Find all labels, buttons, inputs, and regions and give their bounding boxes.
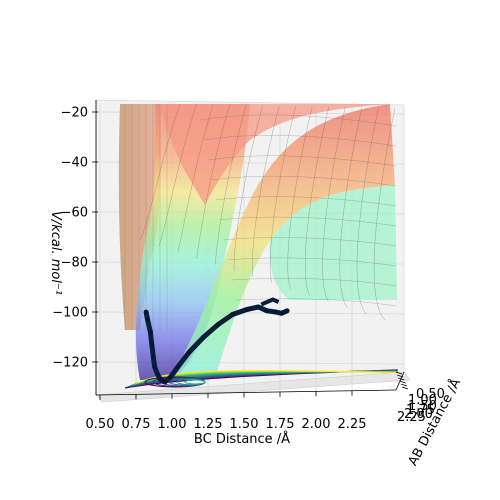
x-axis-ticks: 0.50 0.75 1.00 1.25 1.50 1.75 2.00 2.25 xyxy=(86,390,367,432)
z-tick-label: −120 xyxy=(52,356,88,371)
contour-ring xyxy=(184,379,206,385)
y-tick-mark xyxy=(401,386,409,390)
y-tick-mark xyxy=(397,374,404,378)
surface-top-band xyxy=(160,104,390,205)
x-tick-label: 0.50 xyxy=(86,417,115,432)
trajectory-branch xyxy=(260,297,280,307)
mesh-line xyxy=(139,103,181,241)
mesh-line xyxy=(223,237,397,247)
mesh-line xyxy=(287,106,313,290)
trajectory-point xyxy=(175,364,181,370)
trajectory-point xyxy=(256,304,261,310)
x-axis-line xyxy=(95,389,397,396)
trajectory-point xyxy=(145,317,150,322)
surface-central-rise xyxy=(170,104,395,380)
y-tick-label: 2.00 xyxy=(404,407,433,422)
trajectory-point xyxy=(201,334,207,340)
y-tick-mark xyxy=(398,377,405,381)
z-tick-label: −20 xyxy=(61,106,88,121)
y-tick-label: 1.00 xyxy=(408,393,437,408)
x-tick-label: 1.50 xyxy=(230,417,259,432)
mesh-line xyxy=(158,104,197,247)
surface-right-plateau xyxy=(269,185,397,300)
trajectory-point xyxy=(279,310,284,316)
surface-left-wall xyxy=(118,104,161,330)
trajectory-point xyxy=(168,374,174,380)
y-tick-label: 1.50 xyxy=(408,399,437,414)
trajectory-point xyxy=(284,308,290,314)
mesh-line xyxy=(373,107,396,321)
z-tick-label: −100 xyxy=(52,306,88,321)
mesh-line xyxy=(199,114,397,127)
x-axis-label: BC Distance /Å xyxy=(194,431,290,447)
x-tick-label: 2.25 xyxy=(338,417,367,432)
trajectory-point xyxy=(152,364,158,370)
trajectory-point xyxy=(158,377,163,382)
trajectory-point xyxy=(150,354,156,360)
trajectory-point xyxy=(244,307,250,312)
surface-mesh xyxy=(124,103,397,330)
z-tick-label: −60 xyxy=(61,206,88,221)
y-tick-label: 1.75 xyxy=(406,403,435,418)
y-axis-ticks: 0.501.001.501.752.002.25 xyxy=(395,371,445,425)
trajectory-point xyxy=(155,372,161,377)
y-tick-label: 0.50 xyxy=(416,387,445,402)
mesh-line xyxy=(235,298,397,307)
mesh-line xyxy=(203,135,397,147)
trajectory-point xyxy=(264,308,270,314)
trajectory-point xyxy=(215,322,221,327)
contour-line xyxy=(137,370,399,384)
y-tick-mark xyxy=(399,380,406,384)
mesh-line xyxy=(339,107,363,308)
surface xyxy=(118,103,397,380)
z-axis-ticks: −20 −40 −60 −80 −100 −120 xyxy=(52,106,98,371)
x-tick-label: 2.00 xyxy=(302,417,331,432)
mesh-line xyxy=(207,155,397,167)
mesh-line xyxy=(252,105,280,277)
mesh-line xyxy=(219,216,397,227)
reaction-trajectory xyxy=(143,297,290,385)
z-tick-label: −40 xyxy=(61,156,88,171)
mesh-line xyxy=(269,106,296,284)
floor-contours xyxy=(124,369,399,389)
mesh-line xyxy=(211,175,397,187)
x-tick-label: 1.25 xyxy=(194,417,223,432)
x-tick-label: 1.75 xyxy=(266,417,295,432)
mesh-line xyxy=(177,104,214,253)
mesh-line xyxy=(305,106,330,296)
trajectory-point xyxy=(148,329,153,335)
x-tick-label: 0.75 xyxy=(122,417,151,432)
mesh-line xyxy=(227,257,397,267)
mesh-line xyxy=(231,278,397,287)
mesh-line xyxy=(356,107,379,314)
mesh-line xyxy=(215,196,397,207)
trajectory-point xyxy=(273,309,279,315)
z-axis-label: V/kcal. mol⁻¹ xyxy=(48,211,63,295)
y-tick-label: 2.25 xyxy=(397,410,426,425)
mesh-line xyxy=(233,105,263,271)
mesh-line xyxy=(215,105,247,265)
trajectory-point xyxy=(230,312,235,317)
trajectory-point xyxy=(149,342,155,347)
y-tick-mark xyxy=(400,383,407,387)
trajectory-point xyxy=(186,349,192,355)
mesh-line xyxy=(196,104,230,259)
z-tick-label: −80 xyxy=(61,256,88,271)
y-tick-mark xyxy=(395,371,403,375)
trajectory-point xyxy=(162,379,168,385)
trajectory-point xyxy=(143,309,149,315)
x-tick-label: 1.00 xyxy=(158,417,187,432)
